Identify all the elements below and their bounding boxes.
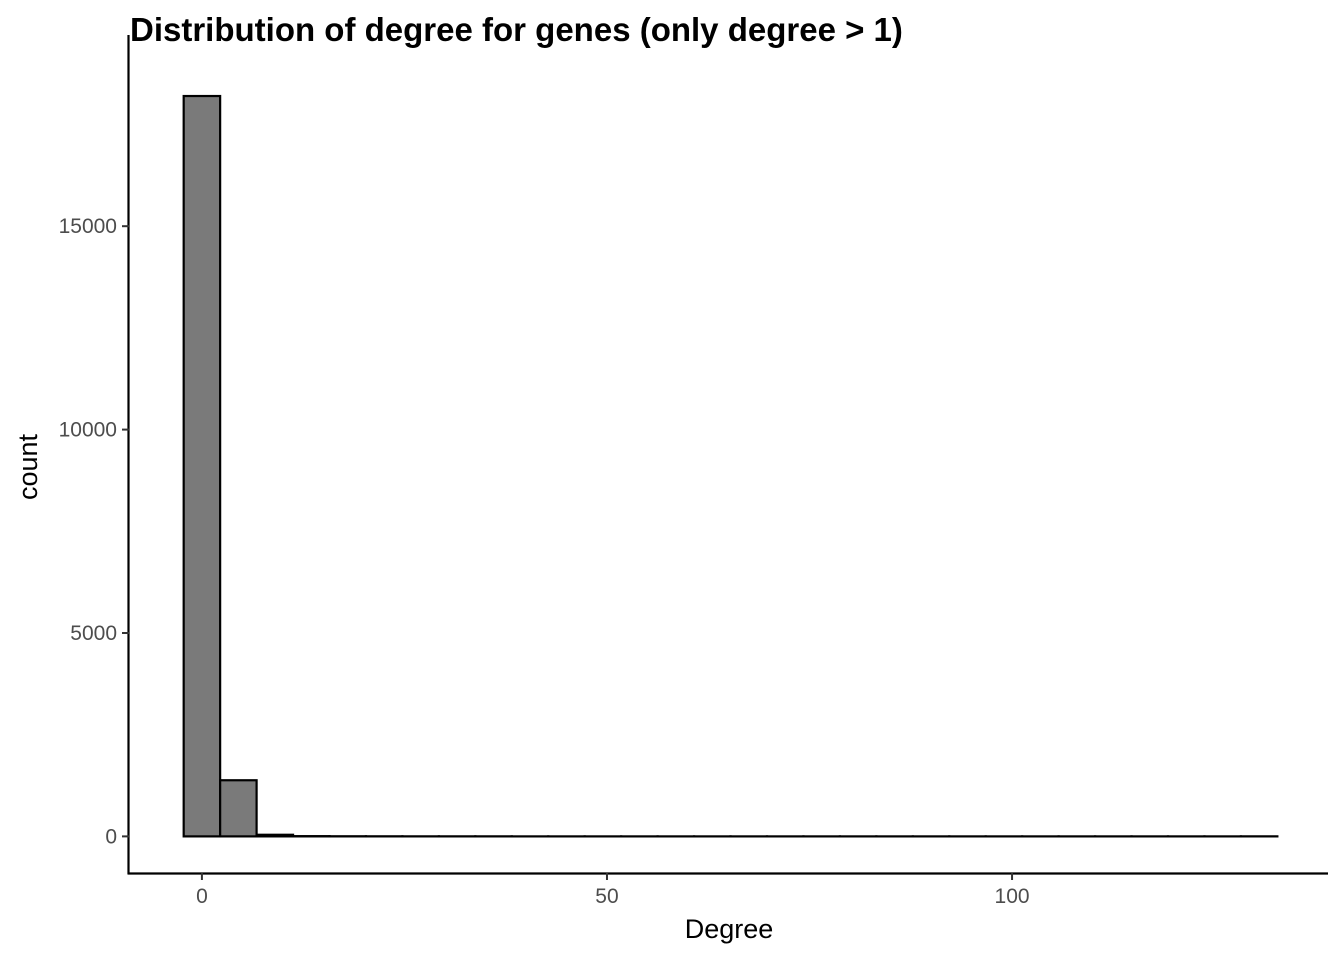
histogram-bars	[182, 94, 1279, 838]
histogram-bar-0	[182, 94, 222, 838]
y-tick-label: 5000	[70, 622, 117, 645]
chart-title: Distribution of degree for genes (only d…	[130, 11, 903, 48]
x-tick-label: 0	[196, 885, 208, 908]
x-axis-label: Degree	[685, 914, 774, 944]
x-tick-label: 50	[595, 885, 618, 908]
y-axis-label: count	[13, 433, 43, 500]
histogram-bar-2	[255, 833, 295, 838]
histogram-bar-1	[219, 779, 258, 838]
y-tick-label: 0	[105, 825, 117, 848]
y-tick-label: 10000	[59, 419, 117, 442]
x-tick-label: 100	[995, 885, 1030, 908]
y-axis-ticks: 0 5000 10000 15000	[59, 215, 129, 848]
y-tick-label: 15000	[59, 215, 117, 238]
x-axis-ticks: 0 50 100	[196, 873, 1030, 908]
